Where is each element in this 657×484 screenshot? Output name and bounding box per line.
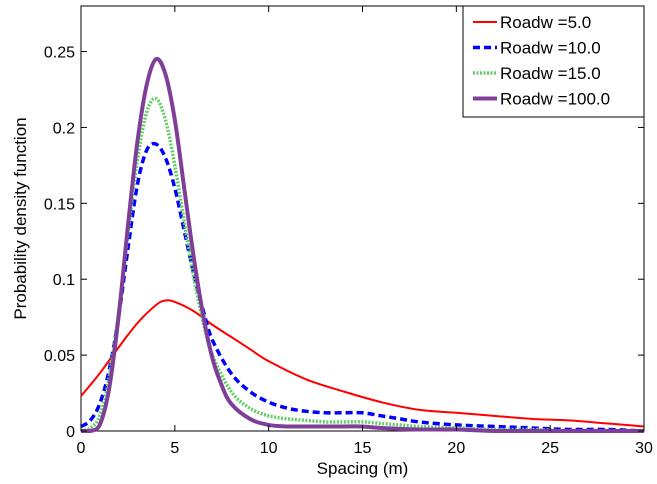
series-line-3 xyxy=(80,96,644,433)
x-tick-label: 15 xyxy=(354,440,372,457)
legend-label: Roadw =100.0 xyxy=(500,90,610,109)
y-tick-label: 0.15 xyxy=(44,196,75,213)
x-tick-label: 30 xyxy=(635,440,653,457)
x-tick-label: 0 xyxy=(77,440,86,457)
y-tick-label: 0.2 xyxy=(53,120,75,137)
y-tick-label: 0.25 xyxy=(44,45,75,62)
legend-entries: Roadw =5.0 Roadw =10.0 Roadw =15.0 Roadw =1… xyxy=(473,13,610,109)
x-axis-label: Spacing (m) xyxy=(317,459,409,478)
legend-label: Roadw =5.0 xyxy=(500,13,591,32)
x-tick-label: 25 xyxy=(541,440,559,457)
series-line-4 xyxy=(81,56,644,433)
ticks-layer: 0 5 10 15 20 25 30 0 0.05 0.1 0.15 0.2 0.25 xyxy=(44,6,653,457)
series-line-1 xyxy=(80,299,645,428)
y-tick-label: 0 xyxy=(66,424,75,441)
y-axis-label: Probability density function xyxy=(11,117,30,319)
legend-label: Roadw =15.0 xyxy=(500,64,601,83)
series-line-2 xyxy=(80,141,645,433)
y-tick-label: 0.1 xyxy=(53,272,75,289)
y-tick-label: 0.05 xyxy=(44,348,75,365)
x-tick-label: 20 xyxy=(447,440,465,457)
legend: Roadw =5.0 Roadw =10.0 Roadw =15.0 Roadw =1… xyxy=(462,5,645,118)
x-tick-label: 5 xyxy=(170,440,179,457)
legend-label: Roadw =10.0 xyxy=(500,39,601,58)
x-tick-label: 10 xyxy=(260,440,278,457)
